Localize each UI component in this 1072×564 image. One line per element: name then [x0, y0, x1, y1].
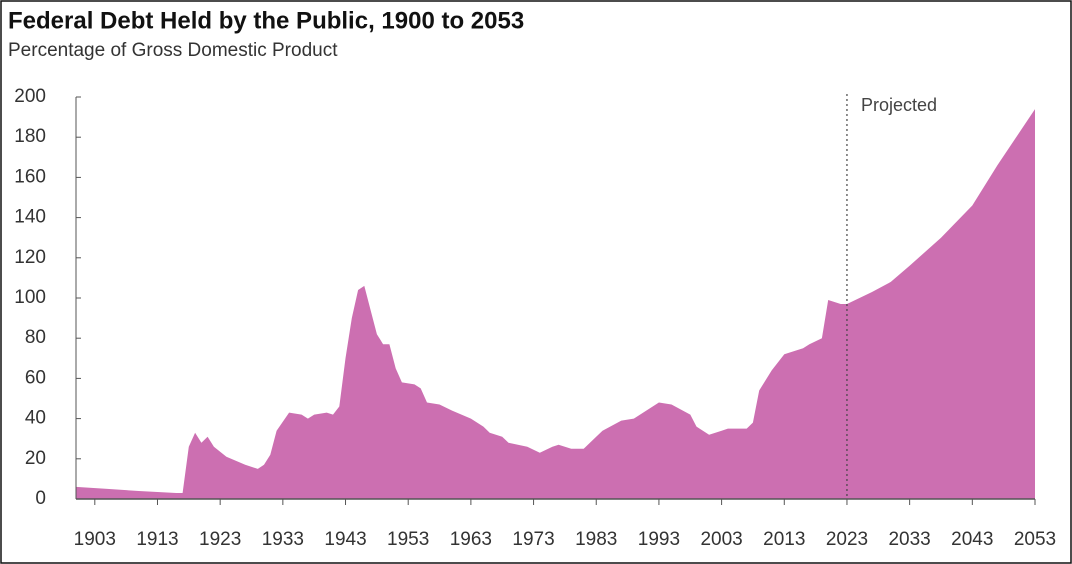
- x-tick-label: 1913: [136, 529, 178, 550]
- y-tick-label: 200: [14, 86, 46, 107]
- chart-subtitle: Percentage of Gross Domestic Product: [8, 40, 338, 61]
- x-tick-label: 1973: [512, 529, 554, 550]
- x-tick-label: 1983: [575, 529, 617, 550]
- y-tick-label: 20: [25, 448, 46, 469]
- y-tick-label: 100: [14, 287, 46, 308]
- x-tick-label: 1933: [262, 529, 304, 550]
- chart-title: Federal Debt Held by the Public, 1900 to…: [8, 7, 524, 34]
- x-tick-label: 1943: [324, 529, 366, 550]
- y-tick-label: 120: [14, 247, 46, 268]
- annotation: Projected: [861, 95, 937, 115]
- y-tick-label: 60: [25, 367, 46, 388]
- x-tick-label: 2013: [763, 529, 805, 550]
- x-tick-label: 1903: [74, 529, 116, 550]
- y-tick-label: 180: [14, 126, 46, 147]
- x-tick-label: 2003: [700, 529, 742, 550]
- x-tick-label: 1953: [387, 529, 429, 550]
- x-tick-label: 2033: [888, 529, 930, 550]
- y-tick-label: 40: [25, 408, 46, 429]
- y-tick-label: 80: [25, 327, 46, 348]
- x-tick-label: 1993: [638, 529, 680, 550]
- x-tick-label: 2023: [826, 529, 868, 550]
- x-tick-label: 2053: [1014, 529, 1056, 550]
- y-tick-label: 0: [35, 488, 46, 509]
- area: [76, 109, 1035, 499]
- x-tick-label: 2043: [951, 529, 993, 550]
- x-tick-label: 1963: [450, 529, 492, 550]
- y-tick-label: 160: [14, 166, 46, 187]
- y-tick-label: 140: [14, 207, 46, 228]
- x-tick-label: 1923: [199, 529, 241, 550]
